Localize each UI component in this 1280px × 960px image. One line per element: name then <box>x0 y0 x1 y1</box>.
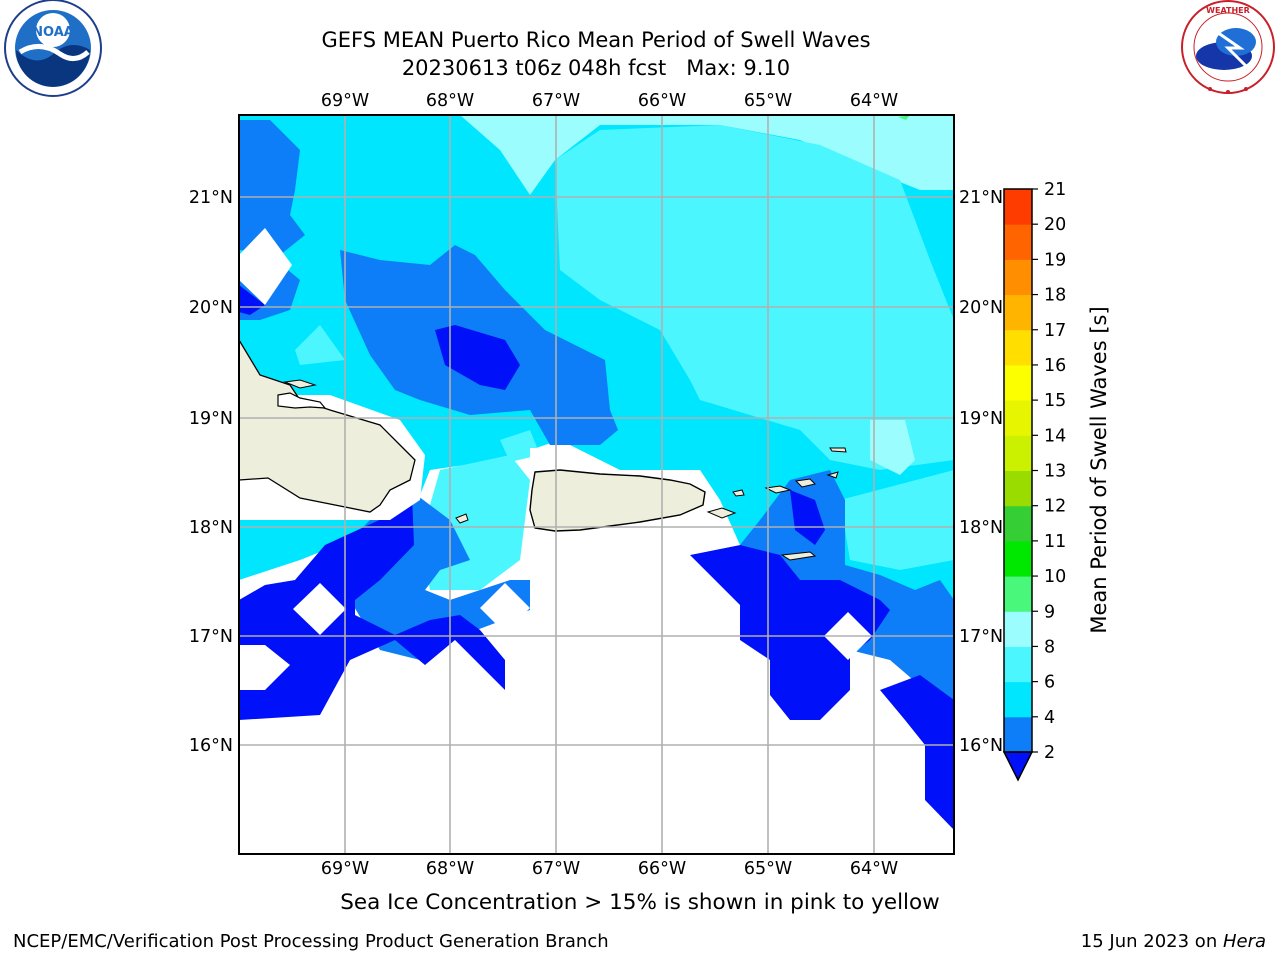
colorbar-segment <box>1004 294 1032 331</box>
contour-band-8-9 <box>460 115 954 195</box>
colorbar-segment <box>1004 505 1032 542</box>
lat-label-left-20n: 20°N <box>189 298 233 318</box>
lon-label-top-66w: 66°W <box>638 91 686 111</box>
colorbar-tick-label: 2 <box>1044 743 1055 763</box>
colorbar-tick-label: 19 <box>1044 250 1066 270</box>
colorbar-segment <box>1004 189 1032 225</box>
colorbar-tick-label: 11 <box>1044 532 1066 552</box>
lat-label-left-16n: 16°N <box>189 736 233 756</box>
lon-label-bottom-65w: 65°W <box>744 859 792 879</box>
colorbar: 2 4 6 8 9 10 11 12 13 14 15 16 17 18 19 20 21 <box>1002 180 1066 782</box>
colorbar-segment <box>1004 470 1032 507</box>
lat-label-right-18n: 18°N <box>959 518 1003 538</box>
colorbar-segment <box>1004 435 1032 471</box>
colorbar-tick-label: 8 <box>1044 637 1055 657</box>
colorbar-tick-label: 16 <box>1044 356 1066 376</box>
colorbar-segment <box>1004 576 1032 612</box>
nws-logo: WEATHER <box>1181 0 1275 94</box>
lon-label-bottom-64w: 64°W <box>850 859 898 879</box>
colorbar-tick-label: 18 <box>1044 286 1066 306</box>
colorbar-segment <box>1004 540 1032 577</box>
colorbar-segment <box>1004 364 1032 401</box>
contour-band-2-4 <box>239 120 305 255</box>
swell-period-contours <box>239 115 954 854</box>
colorbar-tick-label: 20 <box>1044 215 1066 235</box>
lon-label-top-67w: 67°W <box>532 91 580 111</box>
colorbar-tick-label: 17 <box>1044 321 1066 341</box>
colorbar-tick-label: 13 <box>1044 462 1066 482</box>
map-title: GEFS MEAN Puerto Rico Mean Period of Swe… <box>321 28 871 52</box>
colorbar-segment <box>1004 716 1032 753</box>
lat-label-left-17n: 17°N <box>189 627 233 647</box>
footer-credit: NCEP/EMC/Verification Post Processing Pr… <box>13 931 609 952</box>
lon-label-bottom-67w: 67°W <box>532 859 580 879</box>
colorbar-tick-label: 9 <box>1044 602 1055 622</box>
colorbar-tick-label: 4 <box>1044 708 1055 728</box>
lon-label-top-65w: 65°W <box>744 91 792 111</box>
colorbar-segment <box>1004 259 1032 296</box>
graticule <box>239 115 954 854</box>
lat-label-right-17n: 17°N <box>959 627 1003 647</box>
colorbar-segment <box>1004 681 1032 718</box>
colorbar-tick-label: 21 <box>1044 180 1066 200</box>
colorbar-segment <box>1004 329 1032 366</box>
lon-label-bottom-68w: 68°W <box>426 859 474 879</box>
lat-label-right-21n: 21°N <box>959 188 1003 208</box>
footer-host: Hera <box>1222 931 1266 952</box>
colorbar-label: Mean Period of Swell Waves [s] <box>1087 306 1111 633</box>
noaa-logo: NOAA <box>4 0 102 97</box>
lat-label-right-19n: 19°N <box>959 409 1003 429</box>
lat-label-right-16n: 16°N <box>959 736 1003 756</box>
colorbar-tick-label: 12 <box>1044 497 1066 517</box>
colorbar-tick-label: 6 <box>1044 673 1055 693</box>
sea-ice-note: Sea Ice Concentration > 15% is shown in … <box>340 890 940 915</box>
colorbar-tick-label: 10 <box>1044 567 1066 587</box>
contour-band-6-8-north <box>555 125 954 470</box>
lon-label-bottom-69w: 69°W <box>321 859 369 879</box>
lon-label-bottom-66w: 66°W <box>638 859 686 879</box>
footer-date: 15 Jun 2023 on Hera <box>1081 931 1266 952</box>
colorbar-segment <box>1004 611 1032 647</box>
colorbar-tick-label: 15 <box>1044 391 1066 411</box>
colorbar-segment <box>1004 646 1032 683</box>
colorbar-extend-triangle <box>1002 751 1034 782</box>
lon-label-top-69w: 69°W <box>321 91 369 111</box>
colorbar-tick-label: 14 <box>1044 426 1066 446</box>
map-frame <box>238 114 955 855</box>
svg-text:NOAA: NOAA <box>32 25 74 40</box>
hispaniola-land <box>239 338 416 513</box>
lat-label-left-19n: 19°N <box>189 409 233 429</box>
footer-date-text: 15 Jun 2023 on <box>1080 931 1223 952</box>
colorbar-segment <box>1004 400 1032 436</box>
map-subtitle: 20230613 t06z 048h fcst Max: 9.10 <box>401 56 791 80</box>
contour-band-below-2 <box>435 325 520 390</box>
svg-text:WEATHER: WEATHER <box>1206 6 1250 15</box>
colorbar-segment <box>1004 224 1032 260</box>
lat-label-left-18n: 18°N <box>189 518 233 538</box>
lat-label-right-20n: 20°N <box>959 298 1003 318</box>
lon-label-top-68w: 68°W <box>426 91 474 111</box>
lat-label-left-21n: 21°N <box>189 188 233 208</box>
lon-label-top-64w: 64°W <box>850 91 898 111</box>
